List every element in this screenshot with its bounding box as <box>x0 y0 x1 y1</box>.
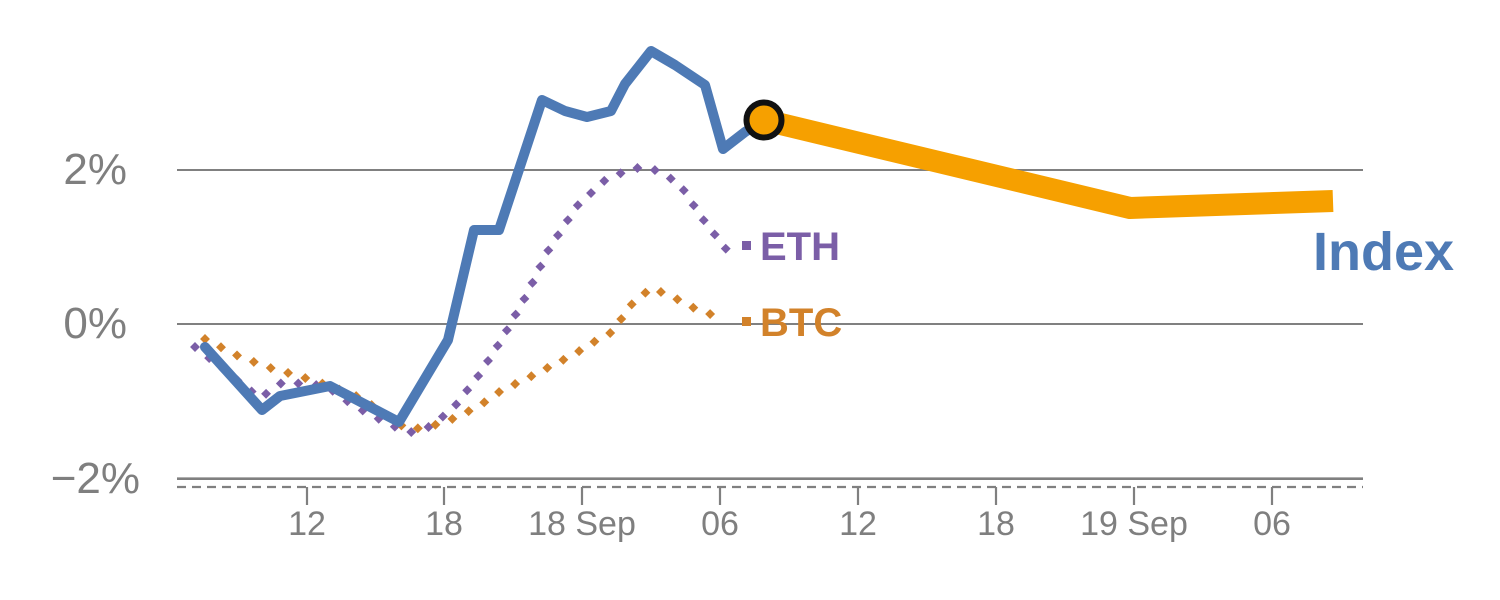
svg-text:18: 18 <box>977 505 1015 543</box>
svg-text:18 Sep: 18 Sep <box>528 505 636 543</box>
svg-text:06: 06 <box>1253 505 1291 543</box>
svg-text:2%: 2% <box>63 145 127 194</box>
svg-text:BTC: BTC <box>760 301 842 345</box>
svg-text:18: 18 <box>425 505 463 543</box>
svg-text:Index: Index <box>1313 222 1454 282</box>
svg-text:−2%: −2% <box>51 454 140 503</box>
svg-text:12: 12 <box>839 505 877 543</box>
svg-text:ETH: ETH <box>760 225 840 269</box>
svg-text:12: 12 <box>288 505 326 543</box>
svg-text:0%: 0% <box>63 299 127 348</box>
svg-text:06: 06 <box>701 505 739 543</box>
svg-text:19 Sep: 19 Sep <box>1080 505 1188 543</box>
